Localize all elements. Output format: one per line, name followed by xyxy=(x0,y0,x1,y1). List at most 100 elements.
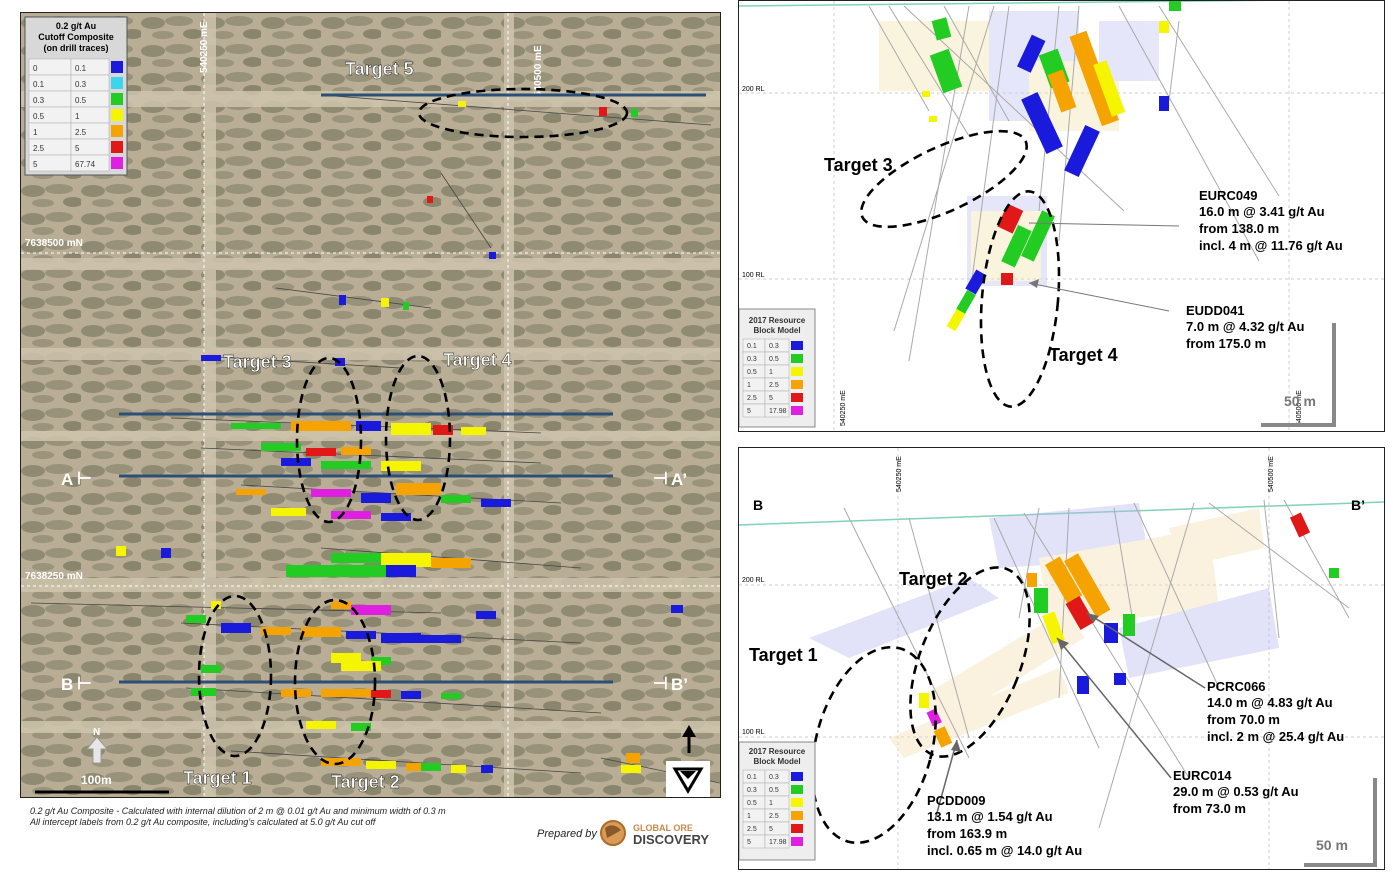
section-b-legend-from: 0.5 xyxy=(747,800,757,807)
rl-200-label: 200 RL xyxy=(742,577,765,584)
section-a-legend: 2017 Resource Block Model 0.1 0.30.3 0.50.… xyxy=(739,308,816,428)
plan-legend-from: 0 xyxy=(33,64,38,73)
hole2-name: EURC014 xyxy=(1173,768,1232,783)
section-a-legend-from: 2.5 xyxy=(747,395,757,402)
hole2-line2: from 175.0 m xyxy=(1186,336,1266,351)
plan-legend-from: 5 xyxy=(33,160,38,169)
target-ellipses xyxy=(197,87,629,766)
plan-legend-from: 1 xyxy=(33,128,38,137)
hole1-line1: 16.0 m @ 3.41 g/t Au xyxy=(1199,204,1325,219)
plan-legend-swatch xyxy=(111,141,123,153)
callout-line-2 xyxy=(1028,282,1170,312)
hole1-line1: 14.0 m @ 4.83 g/t Au xyxy=(1207,695,1333,710)
section-b-legend: 2017 Resource Block Model 0.1 0.30.3 0.50.… xyxy=(739,741,816,861)
plan-legend-cell-to xyxy=(70,154,110,172)
hole2-line2: from 73.0 m xyxy=(1173,801,1246,816)
target-3-label: Target 3 xyxy=(824,155,893,175)
section-b-legend-from: 2.5 xyxy=(747,826,757,833)
plan-legend: 0.2 g/t Au Cutoff Composite (on drill tr… xyxy=(24,16,128,176)
hole1-line3: incl. 2 m @ 25.4 g/t Au xyxy=(1207,729,1344,744)
section-b-start-label: B xyxy=(61,675,73,694)
coordinate-grid xyxy=(21,13,720,797)
section-a-legend-swatch xyxy=(791,380,803,389)
legend-title-2: Block Model xyxy=(753,757,800,766)
legend-title-1: 2017 Resource xyxy=(749,747,806,756)
hole1-line2: from 138.0 m xyxy=(1199,221,1279,236)
legend-rows: 0 0.1 0.1 0.3 0.3 0.5 0.5 1 1 2.5 2.5 5 5 67.74 xyxy=(28,58,123,172)
section-b-legend-to: 17.98 xyxy=(769,839,787,846)
plan-legend-swatch xyxy=(111,77,123,89)
section-b-scale-bar xyxy=(1304,778,1377,867)
section-a-legend-from: 0.5 xyxy=(747,369,757,376)
hole1-line2: from 70.0 m xyxy=(1207,712,1280,727)
callout-arrow-icon xyxy=(1087,613,1099,623)
easting-2-label: 540500 mE xyxy=(1268,456,1275,492)
legend-title-1: 2017 Resource xyxy=(749,316,806,325)
north-arrow-icon: N xyxy=(85,727,109,764)
plan-legend-to: 1 xyxy=(75,112,80,121)
plan-legend-swatch xyxy=(111,157,123,169)
hole3-name: PCDD009 xyxy=(927,793,986,808)
target-4-label: Target 4 xyxy=(1049,345,1118,365)
section-a-legend-swatch xyxy=(791,393,803,402)
scale-label: 100m xyxy=(81,773,112,787)
section-a-legend-from: 5 xyxy=(747,408,751,415)
logo-text-2: DISCOVERY xyxy=(633,832,709,847)
section-a-legend-from: 1 xyxy=(747,382,751,389)
section-a-legend-to: 5 xyxy=(769,395,773,402)
plan-legend-from: 0.5 xyxy=(33,112,45,121)
block-model xyxy=(809,503,1279,758)
section-b-legend-swatch xyxy=(791,785,803,794)
plan-legend-from: 0.3 xyxy=(33,96,45,105)
section-a-legend-from: 0.1 xyxy=(747,343,757,350)
plan-legend-swatch xyxy=(111,61,123,73)
section-a-legend-to: 17.98 xyxy=(769,408,787,415)
section-b-legend-cell-to xyxy=(764,834,790,849)
section-view-symbol-icon xyxy=(666,725,710,797)
section-b-legend-swatch xyxy=(791,772,803,781)
hole3-line1: 13.1 m @ 1.54 g/t Au xyxy=(927,809,1053,824)
north-label: N xyxy=(93,727,100,738)
hole2-line1: 7.0 m @ 4.32 g/t Au xyxy=(1186,319,1304,334)
section-a-start-tick: ⊢ xyxy=(77,469,92,488)
section-b-left-label: B xyxy=(753,497,763,513)
grid-easting-2: 540500 mE xyxy=(533,45,544,97)
section-b-legend-swatch xyxy=(791,798,803,807)
section-a-legend-swatch xyxy=(791,406,803,415)
section-a-legend-to: 0.5 xyxy=(769,356,779,363)
plan-legend-from: 0.1 xyxy=(33,80,45,89)
section-a-targets xyxy=(860,129,1061,408)
section-a-scale-bar xyxy=(1261,323,1336,427)
hole3-line2: from 163.9 m xyxy=(927,826,1007,841)
section-b-end-tick: ⊣ xyxy=(653,674,668,693)
hole1-line3: incl. 4 m @ 11.76 g/t Au xyxy=(1199,238,1343,253)
target-1-label: Target 1 xyxy=(183,768,252,788)
plan-legend-to: 0.5 xyxy=(75,96,87,105)
section-b-legend-from: 5 xyxy=(747,839,751,846)
target-2-label: Target 2 xyxy=(331,772,400,792)
section-a-end-label: A’ xyxy=(671,470,687,489)
section-b-intercepts xyxy=(919,512,1339,748)
hole3-line3: incl. 0.65 m @ 14.0 g/t Au xyxy=(927,843,1082,858)
easting-1-label: 540250 mE xyxy=(896,456,903,492)
rl-100-label: 100 RL xyxy=(742,729,765,736)
section-b-legend-swatch xyxy=(791,837,803,846)
section-lines xyxy=(119,93,706,684)
scale-label: 50 m xyxy=(1316,837,1348,853)
section-b-right-label: B’ xyxy=(1351,497,1365,513)
plan-legend-from: 2.5 xyxy=(33,144,45,153)
plan-legend-to: 67.74 xyxy=(75,160,96,169)
plan-map-panel: 540250 mE 540500 mE 7638500 mN 7638250 m… xyxy=(20,12,721,798)
section-a-legend-swatch xyxy=(791,367,803,376)
easting-1-label: 540250 mE xyxy=(840,390,847,426)
section-b-end-label: B’ xyxy=(671,675,688,694)
target-2-label: Target 2 xyxy=(899,569,968,589)
legend-rows: 0.1 0.3 0.3 0.5 0.5 1 1 2.5 2.5 5 5 17.98 xyxy=(742,338,803,418)
section-b-legend-from: 0.3 xyxy=(747,787,757,794)
plan-legend-to: 2.5 xyxy=(75,128,87,137)
grid-northing-2: 7638250 mN xyxy=(25,571,83,582)
section-b-legend-swatch xyxy=(791,811,803,820)
section-b-legend-to: 2.5 xyxy=(769,813,779,820)
drill-intercepts xyxy=(116,101,683,773)
section-a-legend-to: 1 xyxy=(769,369,773,376)
